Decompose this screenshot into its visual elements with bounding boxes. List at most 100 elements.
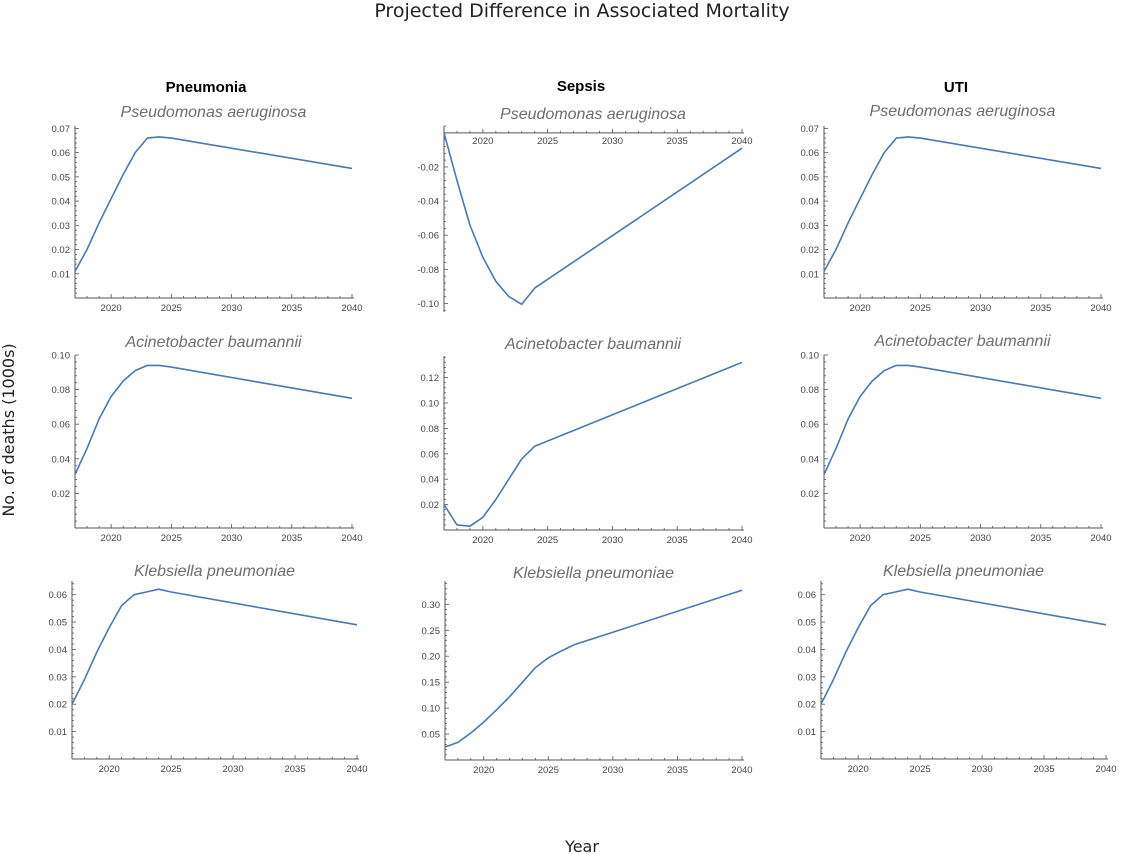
y-tick-label: -0.08 bbox=[417, 265, 439, 276]
x-tick-label: 2030 bbox=[221, 303, 242, 314]
y-tick-label: 0.02 bbox=[801, 489, 820, 500]
y-tick-label: 0.02 bbox=[801, 245, 820, 256]
x-tick-label: 2025 bbox=[910, 303, 931, 314]
y-tick-label: 0.06 bbox=[52, 148, 71, 159]
x-tick-label: 2025 bbox=[910, 764, 931, 775]
x-tick-label: 2020 bbox=[472, 136, 493, 147]
x-tick-label: 2020 bbox=[473, 765, 494, 776]
x-tick-label: 2040 bbox=[731, 765, 752, 776]
x-tick-label: 2035 bbox=[284, 764, 305, 775]
y-tick-label: 0.05 bbox=[801, 172, 820, 183]
chart-panel-6: Klebsiella pneumoniae 2020 2025 2030 2035 204… bbox=[422, 565, 753, 776]
y-tick-label: 0.01 bbox=[801, 269, 820, 280]
chart-panel-2: Acinetobacter baumannii 2020 2025 2030 2035 2… bbox=[52, 334, 363, 544]
y-tick-label: -0.06 bbox=[417, 231, 439, 242]
panels-group: Pseudomonas aeruginosa 2020 2025 2030 2035 20… bbox=[49, 103, 1117, 776]
x-axis-label: Year bbox=[564, 837, 599, 854]
x-tick-label: 2030 bbox=[970, 303, 991, 314]
y-tick-label: 0.04 bbox=[801, 197, 820, 208]
y-tick-label: 0.05 bbox=[49, 618, 68, 629]
series-line bbox=[71, 588, 358, 705]
y-tick-label: 0.05 bbox=[422, 730, 441, 741]
x-tick-label: 2040 bbox=[341, 303, 362, 314]
y-tick-label: 0.06 bbox=[798, 590, 817, 601]
series-line bbox=[74, 364, 353, 475]
y-tick-label: 0.03 bbox=[52, 221, 71, 232]
panel-title: Acinetobacter baumannii bbox=[873, 333, 1051, 350]
y-tick-label: 0.04 bbox=[52, 454, 71, 465]
x-tick-label: 2035 bbox=[1030, 303, 1051, 314]
y-tick-label: 0.05 bbox=[52, 172, 71, 183]
x-tick-label: 2020 bbox=[850, 533, 871, 544]
x-tick-label: 2035 bbox=[667, 765, 688, 776]
y-tick-label: 0.10 bbox=[422, 704, 441, 715]
y-tick-label: 0.01 bbox=[52, 269, 71, 280]
y-tick-label: 0.30 bbox=[422, 600, 441, 611]
y-tick-label: 0.12 bbox=[421, 373, 440, 384]
y-tick-label: 0.06 bbox=[801, 420, 820, 431]
x-tick-label: 2035 bbox=[667, 136, 688, 147]
x-tick-label: 2030 bbox=[602, 136, 623, 147]
y-axis-label: No. of deaths (1000s) bbox=[0, 343, 18, 516]
x-tick-label: 2030 bbox=[221, 533, 242, 544]
series-line bbox=[820, 588, 1107, 705]
x-tick-label: 2030 bbox=[970, 533, 991, 544]
x-tick-label: 2020 bbox=[101, 533, 122, 544]
series-line bbox=[74, 136, 353, 272]
series-line bbox=[443, 132, 743, 306]
x-tick-label: 2040 bbox=[1090, 533, 1111, 544]
column-title-uti: UTI bbox=[944, 79, 968, 96]
y-tick-label: 0.04 bbox=[49, 645, 68, 656]
y-tick-label: 0.02 bbox=[49, 700, 68, 711]
y-tick-label: 0.07 bbox=[801, 124, 820, 135]
y-tick-label: 0.06 bbox=[49, 590, 68, 601]
x-tick-label: 2035 bbox=[1033, 764, 1054, 775]
x-tick-label: 2030 bbox=[972, 764, 993, 775]
y-tick-label: -0.02 bbox=[417, 162, 439, 173]
column-title-pneumonia: Pneumonia bbox=[166, 79, 248, 96]
x-tick-label: 2020 bbox=[472, 535, 493, 546]
x-tick-label: 2035 bbox=[667, 535, 688, 546]
chart-panel-9: Klebsiella pneumoniae 2020 2025 2030 2035 204… bbox=[798, 563, 1117, 775]
chart-panel-8: Acinetobacter baumannii 2020 2025 2030 2035 2… bbox=[801, 333, 1112, 544]
panel-title: Pseudomonas aeruginosa bbox=[121, 104, 307, 121]
y-tick-label: 0.10 bbox=[52, 351, 71, 362]
y-tick-label: 0.15 bbox=[422, 678, 441, 689]
x-tick-label: 2030 bbox=[602, 765, 623, 776]
x-tick-label: 2040 bbox=[341, 533, 362, 544]
y-tick-label: 0.08 bbox=[801, 385, 820, 396]
figure-title: Projected Difference in Associated Morta… bbox=[374, 0, 789, 22]
y-tick-label: 0.03 bbox=[801, 221, 820, 232]
x-tick-label: 2020 bbox=[850, 303, 871, 314]
x-tick-label: 2025 bbox=[161, 764, 182, 775]
y-tick-label: 0.02 bbox=[421, 500, 440, 511]
x-tick-label: 2020 bbox=[101, 303, 122, 314]
y-tick-label: 0.04 bbox=[52, 197, 71, 208]
column-title-sepsis: Sepsis bbox=[557, 78, 605, 95]
y-tick-label: 0.02 bbox=[52, 489, 71, 500]
x-tick-label: 2035 bbox=[281, 303, 302, 314]
y-tick-label: 0.07 bbox=[52, 124, 71, 135]
y-tick-label: 0.20 bbox=[422, 652, 441, 663]
series-line bbox=[823, 364, 1102, 475]
y-tick-label: 0.05 bbox=[798, 618, 817, 629]
y-tick-label: 0.04 bbox=[801, 454, 820, 465]
chart-panel-5: Acinetobacter baumannii 2020 2025 2030 2035 2… bbox=[421, 336, 753, 546]
y-tick-label: 0.02 bbox=[798, 700, 817, 711]
y-tick-label: 0.02 bbox=[52, 245, 71, 256]
x-tick-label: 2035 bbox=[281, 533, 302, 544]
x-tick-label: 2025 bbox=[538, 765, 559, 776]
x-tick-label: 2025 bbox=[910, 533, 931, 544]
y-tick-label: 0.08 bbox=[52, 385, 71, 396]
x-tick-label: 2025 bbox=[537, 136, 558, 147]
y-tick-label: 0.10 bbox=[801, 351, 820, 362]
x-tick-label: 2030 bbox=[602, 535, 623, 546]
x-tick-label: 2030 bbox=[223, 764, 244, 775]
y-tick-label: 0.25 bbox=[422, 626, 441, 637]
panel-title: Pseudomonas aeruginosa bbox=[500, 106, 686, 123]
chart-panel-7: Pseudomonas aeruginosa 2020 2025 2030 2035 20… bbox=[801, 103, 1112, 314]
y-tick-label: -0.04 bbox=[417, 197, 439, 208]
x-tick-label: 2020 bbox=[848, 764, 869, 775]
x-tick-label: 2040 bbox=[731, 136, 752, 147]
